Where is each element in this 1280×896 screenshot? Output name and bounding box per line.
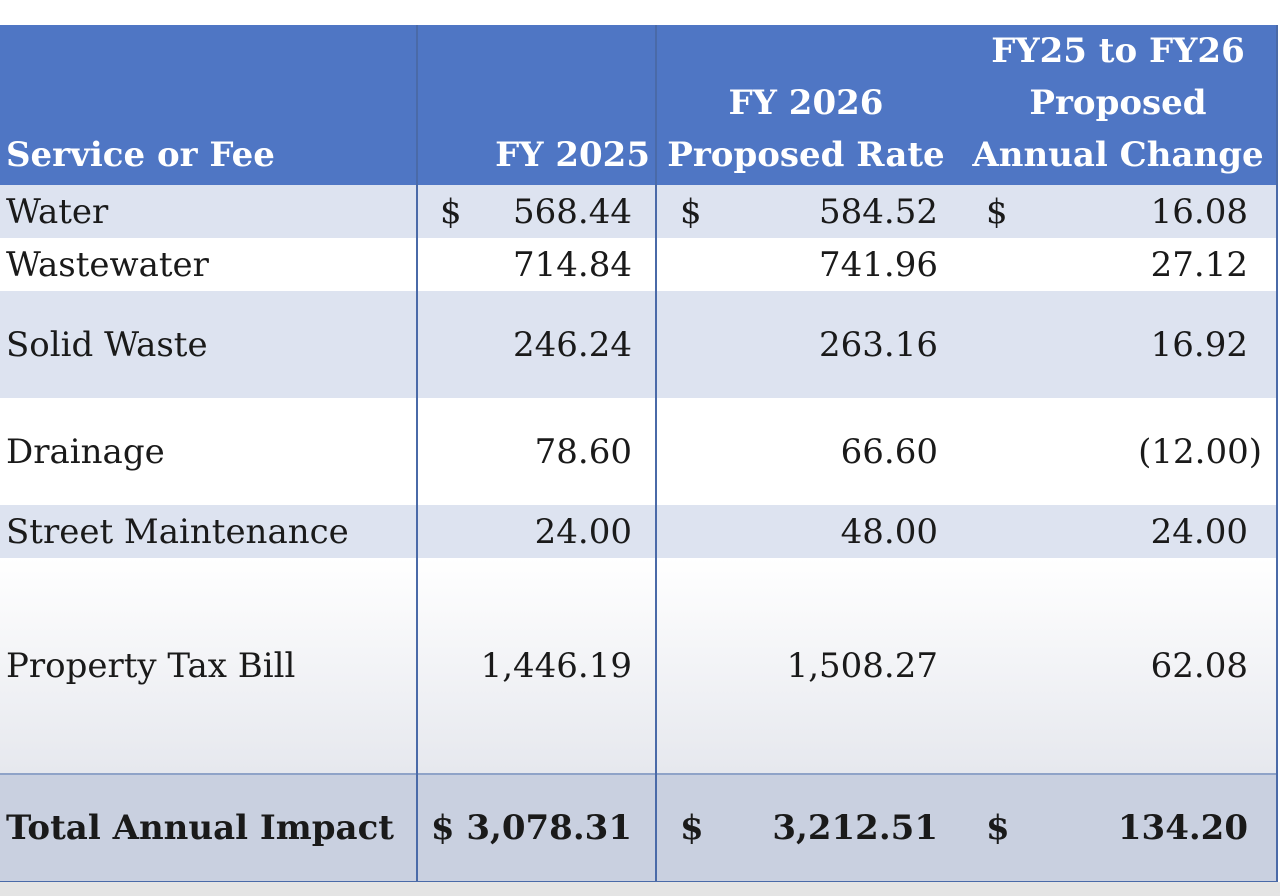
- row-fy2025: 714.84: [513, 244, 632, 285]
- total-change: 134.20: [1117, 808, 1248, 848]
- row-service: Water: [6, 191, 109, 232]
- currency-symbol: $: [680, 808, 704, 848]
- row-change: 16.92: [1150, 324, 1248, 365]
- currency-symbol: $: [680, 191, 702, 232]
- row-fy2025: 78.60: [534, 431, 632, 472]
- total-fy2025: $ 3,078.31: [430, 808, 632, 848]
- row-fy2026: 1,508.27: [786, 645, 938, 686]
- row-fy2026: 66.60: [840, 431, 938, 472]
- table-row: Wastewater 714.84 741.96 27.12: [0, 238, 1276, 291]
- row-change: 16.08: [1150, 191, 1248, 232]
- row-service: Solid Waste: [6, 324, 208, 365]
- row-service: Wastewater: [6, 244, 209, 285]
- row-service: Street Maintenance: [6, 511, 349, 552]
- header-change-line3: Annual Change: [972, 135, 1264, 175]
- header-service: Service or Fee: [6, 135, 275, 175]
- row-change: 62.08: [1150, 645, 1248, 686]
- row-fy2026: 263.16: [819, 324, 938, 365]
- row-fy2026: 584.52: [819, 191, 938, 232]
- header-fy2026-line2: Proposed Rate: [667, 135, 945, 175]
- header-fy2025: FY 2025: [495, 135, 650, 175]
- row-fy2025: 246.24: [513, 324, 632, 365]
- table-row: Street Maintenance 24.00 48.00 24.00: [0, 505, 1276, 558]
- currency-symbol: $: [986, 808, 1010, 848]
- row-change: (12.00): [1138, 431, 1262, 472]
- row-fy2025: 568.44: [513, 191, 632, 232]
- header-fy2026-line1: FY 2026: [728, 83, 884, 123]
- table-row: Property Tax Bill 1,446.19 1,508.27 62.0…: [0, 558, 1276, 773]
- table-row: Drainage 78.60 66.60 (12.00): [0, 398, 1276, 505]
- rate-comparison-table: Service or Fee FY 2025 FY 2026 Proposed …: [0, 25, 1278, 883]
- row-change: 27.12: [1150, 244, 1248, 285]
- table-header: Service or Fee FY 2025 FY 2026 Proposed …: [0, 25, 1276, 185]
- row-change: 24.00: [1150, 511, 1248, 552]
- row-fy2025: 1,446.19: [480, 645, 632, 686]
- row-fy2026: 48.00: [840, 511, 938, 552]
- header-change-line1: FY25 to FY26: [991, 31, 1245, 71]
- row-service: Drainage: [6, 431, 165, 472]
- total-fy2026: 3,212.51: [772, 808, 938, 848]
- row-service: Property Tax Bill: [6, 645, 296, 686]
- currency-symbol: $: [440, 191, 462, 232]
- header-change-line2: Proposed: [1029, 83, 1207, 123]
- row-fy2026: 741.96: [819, 244, 938, 285]
- total-row: Total Annual Impact $ 3,078.31 $ 3,212.5…: [0, 773, 1276, 881]
- currency-symbol: $: [986, 191, 1008, 232]
- bottom-band: [0, 882, 1280, 896]
- row-fy2025: 24.00: [534, 511, 632, 552]
- column-divider: [655, 25, 657, 881]
- total-label: Total Annual Impact: [6, 808, 394, 848]
- table-row: Water $ 568.44 $ 584.52 $ 16.08: [0, 185, 1276, 238]
- table-row: Solid Waste 246.24 263.16 16.92: [0, 291, 1276, 398]
- column-divider: [416, 25, 418, 881]
